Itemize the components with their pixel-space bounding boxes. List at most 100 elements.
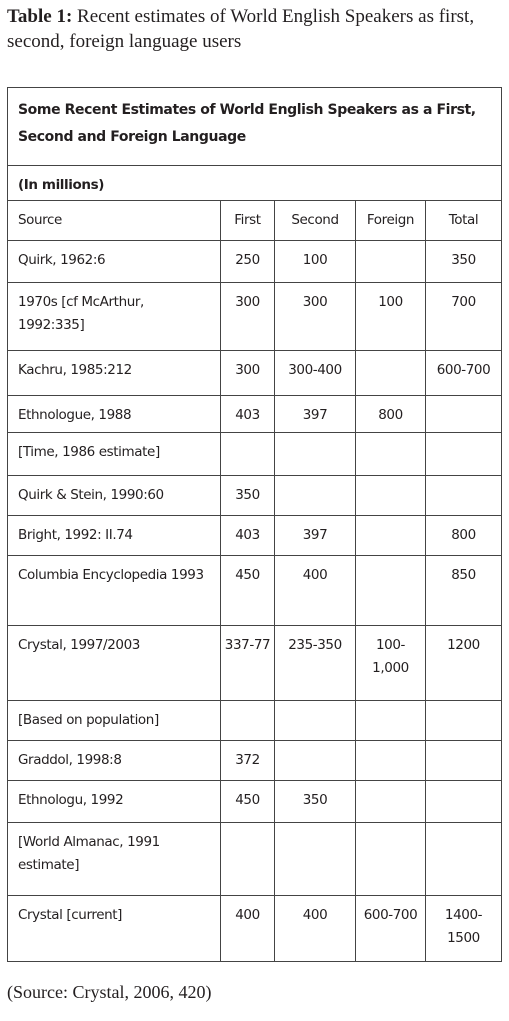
source-cell: Bright, 1992: II.74 (7, 515, 221, 556)
caption-label: Table 1: (7, 6, 73, 27)
source-cell: [Based on population] (7, 700, 221, 741)
value-cell: 350 (274, 780, 356, 823)
value-cell (355, 740, 426, 781)
value-cell: 235-350 (274, 625, 356, 701)
value-cell: 600-700 (425, 350, 502, 396)
value-cell (355, 240, 426, 283)
data-row: Bright, 1992: II.74 403 397 800 (7, 515, 502, 556)
data-row: [Based on population] (7, 700, 502, 741)
caption-text: Recent estimates of World English Speake… (7, 6, 475, 52)
value-cell (220, 822, 275, 896)
table-title: Some Recent Estimates of World English S… (7, 87, 502, 166)
value-cell: 337-77 (220, 625, 275, 701)
title-row: Some Recent Estimates of World English S… (7, 87, 502, 166)
value-cell (274, 432, 356, 476)
value-cell (274, 740, 356, 781)
value-cell: 300 (220, 282, 275, 351)
estimates-table: Some Recent Estimates of World English S… (7, 87, 502, 962)
value-cell: 100-1,000 (355, 625, 426, 701)
source-cell: [World Almanac, 1991 estimate] (7, 822, 221, 896)
value-cell (355, 475, 426, 516)
table-unit: (In millions) (7, 165, 502, 201)
value-cell: 372 (220, 740, 275, 781)
source-cell: [Time, 1986 estimate] (7, 432, 221, 476)
value-cell (274, 700, 356, 741)
data-row: Crystal, 1997/2003 337-77 235-350 100-1,000… (7, 625, 502, 701)
value-cell: 450 (220, 780, 275, 823)
data-row: Crystal [current] 400 400 600-700 1400-1500 (7, 895, 502, 962)
value-cell (355, 350, 426, 396)
caption: Table 1: Recent estimates of World Engli… (7, 4, 502, 54)
column-header: Foreign (355, 200, 426, 241)
value-cell (425, 740, 502, 781)
value-cell: 403 (220, 515, 275, 556)
header-row: Source First Second Foreign Total (7, 200, 502, 241)
unit-row: (In millions) (7, 165, 502, 201)
data-row: 1970s [cf McArthur, 1992:335] 300 300 100 70… (7, 282, 502, 351)
value-cell (355, 780, 426, 823)
value-cell: 100 (355, 282, 426, 351)
data-row: Ethnologue, 1988 403 397 800 (7, 395, 502, 433)
source-cell: Ethnologue, 1988 (7, 395, 221, 433)
column-header: Source (7, 200, 221, 241)
data-row: Ethnologu, 1992 450 350 (7, 780, 502, 823)
value-cell (355, 432, 426, 476)
value-cell: 400 (274, 555, 356, 626)
value-cell: 100 (274, 240, 356, 283)
column-header: First (220, 200, 275, 241)
source-cell: 1970s [cf McArthur, 1992:335] (7, 282, 221, 351)
value-cell (425, 780, 502, 823)
value-cell: 1200 (425, 625, 502, 701)
value-cell: 800 (355, 395, 426, 433)
value-cell (220, 432, 275, 476)
data-row: Quirk, 1962:6 250 100 350 (7, 240, 502, 283)
value-cell: 850 (425, 555, 502, 626)
value-cell (425, 475, 502, 516)
value-cell (274, 475, 356, 516)
source-cell: Quirk & Stein, 1990:60 (7, 475, 221, 516)
column-header: Total (425, 200, 502, 241)
source-cell: Columbia Encyclopedia 1993 (7, 555, 221, 626)
value-cell: 300-400 (274, 350, 356, 396)
value-cell: 800 (425, 515, 502, 556)
value-cell: 450 (220, 555, 275, 626)
data-row: [Time, 1986 estimate] (7, 432, 502, 476)
value-cell: 400 (220, 895, 275, 962)
value-cell (355, 515, 426, 556)
source-note: (Source: Crystal, 2006, 420) (7, 982, 212, 1002)
value-cell: 600-700 (355, 895, 426, 962)
value-cell: 300 (220, 350, 275, 396)
value-cell (425, 395, 502, 433)
value-cell: 397 (274, 515, 356, 556)
value-cell (220, 700, 275, 741)
value-cell (425, 432, 502, 476)
value-cell (274, 822, 356, 896)
source-cell: Quirk, 1962:6 (7, 240, 221, 283)
data-row: [World Almanac, 1991 estimate] (7, 822, 502, 896)
column-header: Second (274, 200, 356, 241)
value-cell (355, 555, 426, 626)
source-cell: Graddol, 1998:8 (7, 740, 221, 781)
value-cell: 397 (274, 395, 356, 433)
data-row: Columbia Encyclopedia 1993 450 400 850 (7, 555, 502, 626)
value-cell: 350 (425, 240, 502, 283)
value-cell (425, 700, 502, 741)
value-cell: 1400-1500 (425, 895, 502, 962)
data-row: Kachru, 1985:212 300 300-400 600-700 (7, 350, 502, 396)
value-cell: 250 (220, 240, 275, 283)
source-cell: Kachru, 1985:212 (7, 350, 221, 396)
value-cell: 700 (425, 282, 502, 351)
source-cell: Ethnologu, 1992 (7, 780, 221, 823)
source-cell: Crystal [current] (7, 895, 221, 962)
value-cell (355, 822, 426, 896)
value-cell: 403 (220, 395, 275, 433)
data-row: Quirk & Stein, 1990:60 350 (7, 475, 502, 516)
source-cell: Crystal, 1997/2003 (7, 625, 221, 701)
value-cell (425, 822, 502, 896)
value-cell (355, 700, 426, 741)
value-cell: 350 (220, 475, 275, 516)
value-cell: 300 (274, 282, 356, 351)
data-row: Graddol, 1998:8 372 (7, 740, 502, 781)
value-cell: 400 (274, 895, 356, 962)
